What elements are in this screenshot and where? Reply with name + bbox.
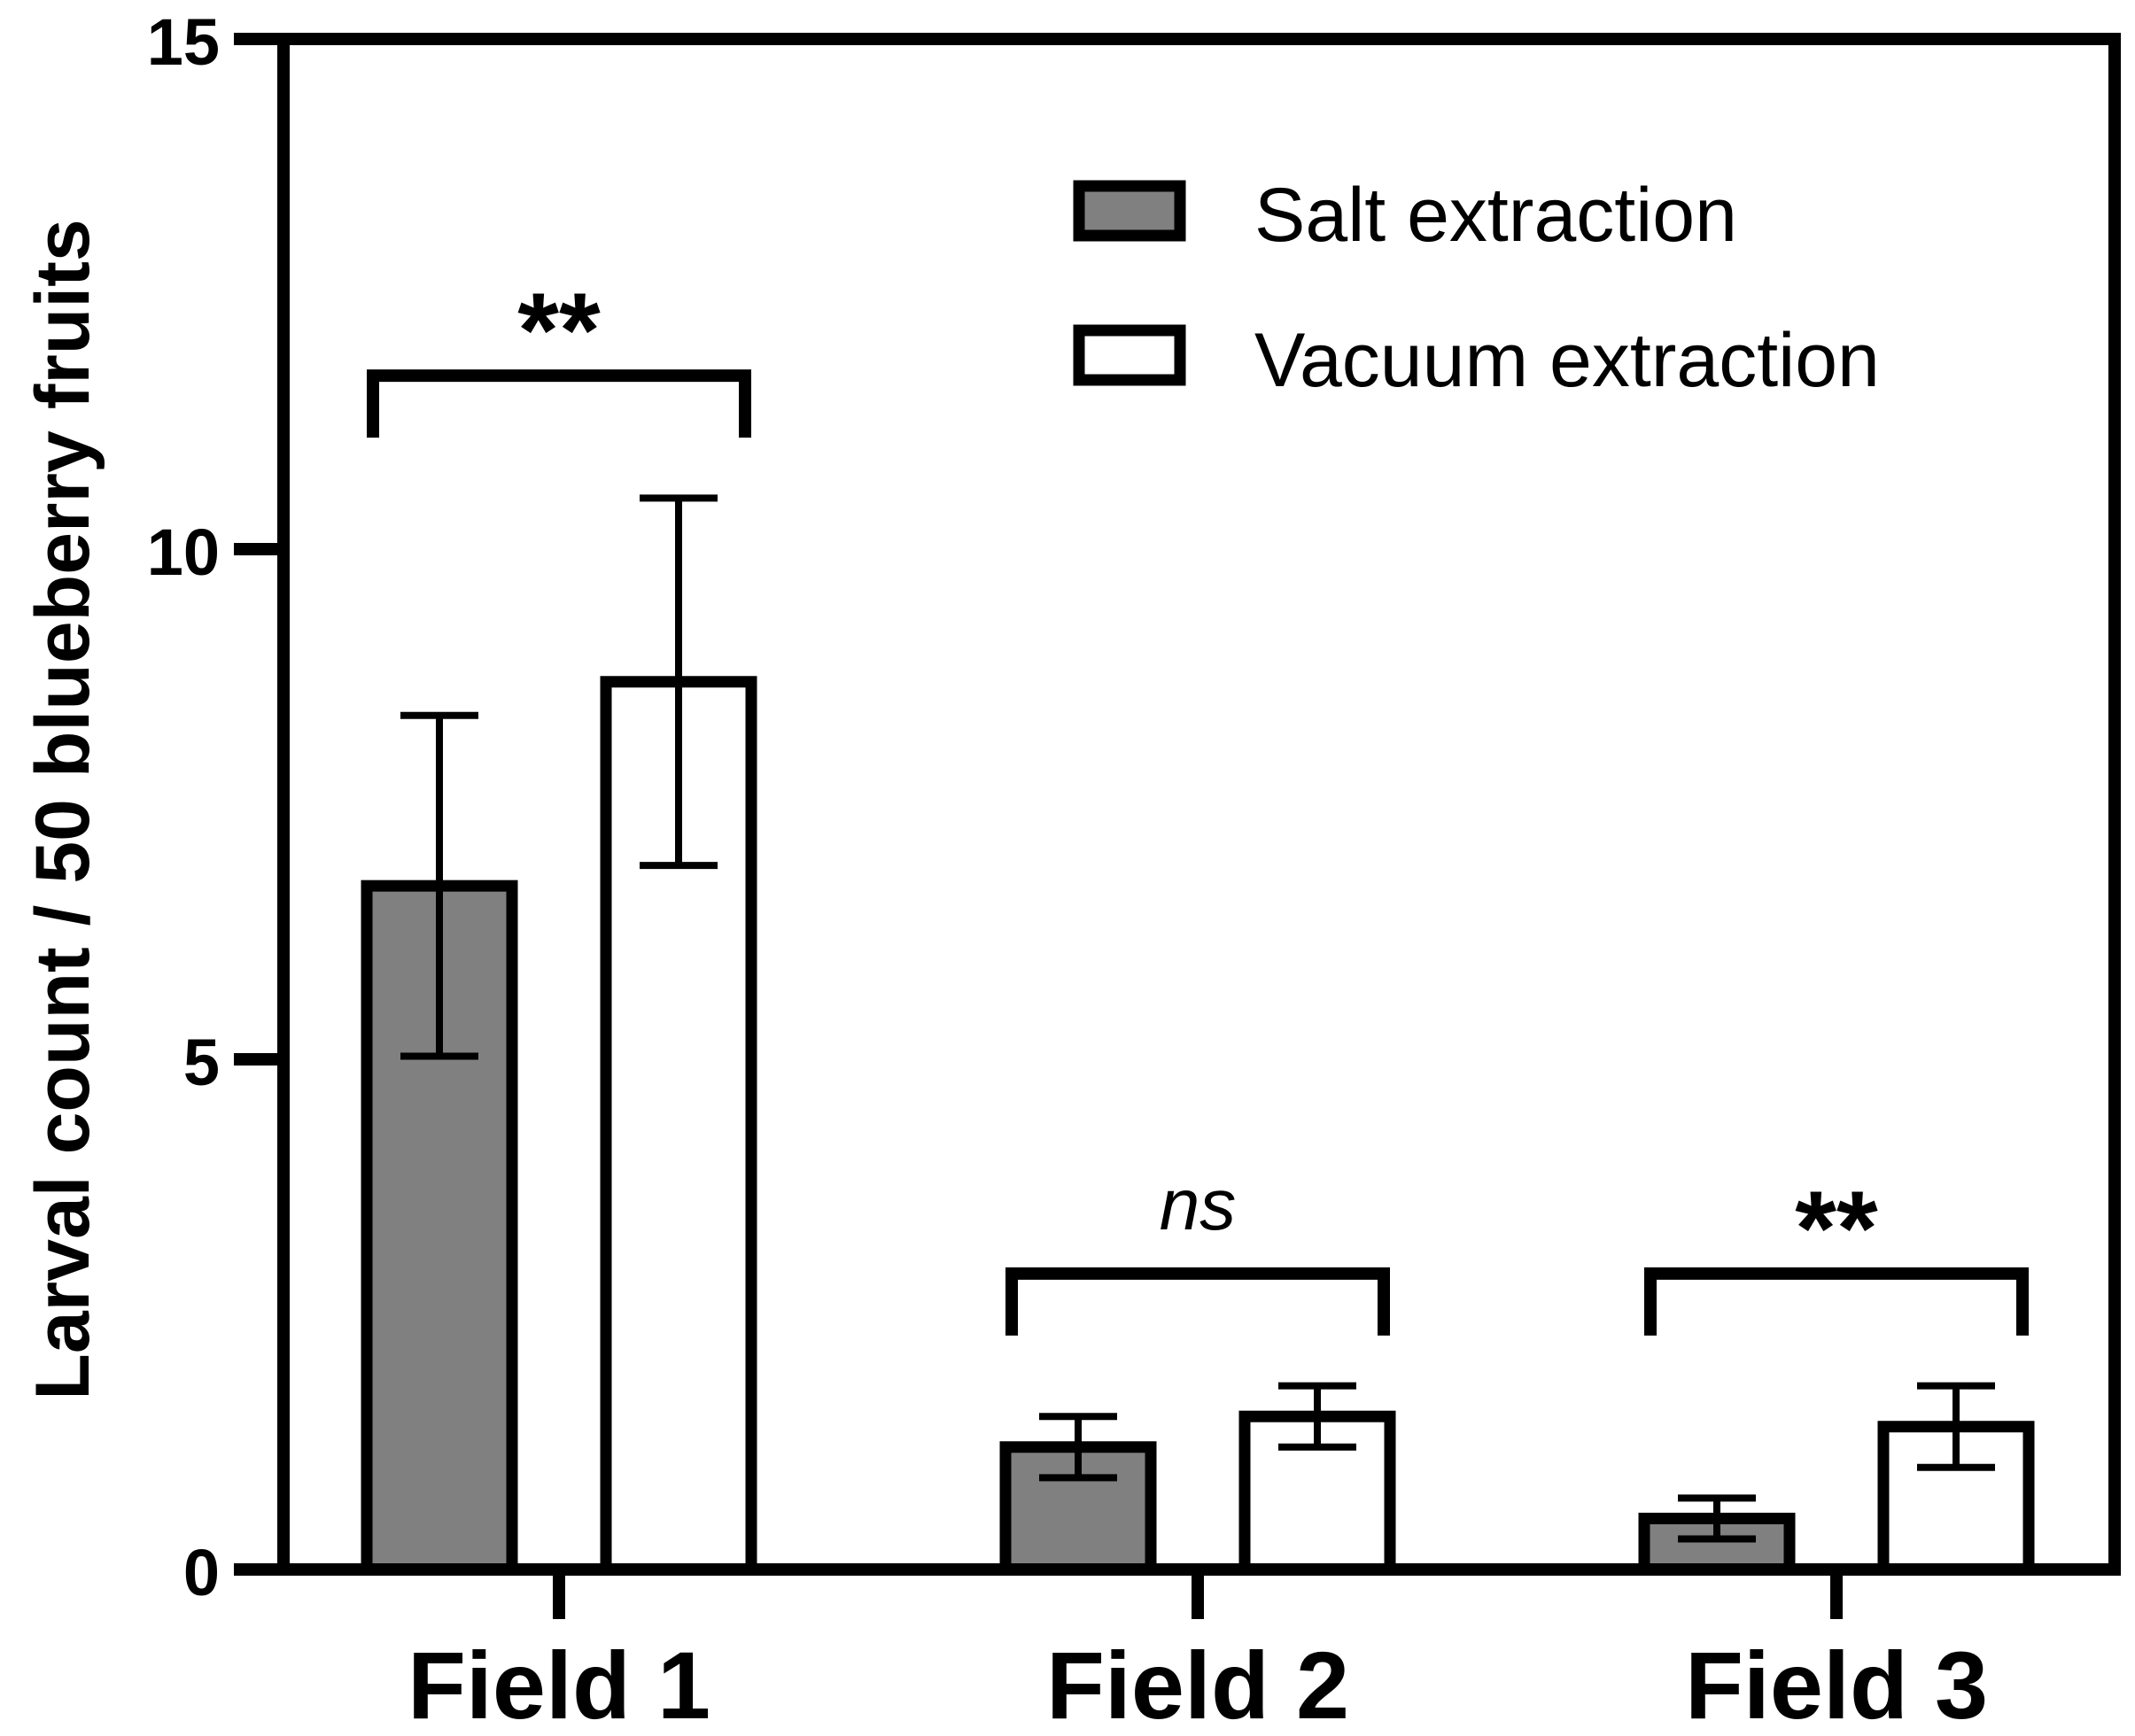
bars-layer bbox=[361, 676, 2035, 1576]
significance-bracket-3: ** bbox=[1644, 1169, 2029, 1336]
y-tick-label: 15 bbox=[147, 5, 220, 79]
x-tick-label: Field 1 bbox=[408, 1631, 710, 1736]
y-tick-label: 5 bbox=[183, 1026, 220, 1099]
significance-label: ns bbox=[1160, 1165, 1237, 1245]
y-tick-label: 10 bbox=[147, 515, 220, 589]
bracket-line bbox=[1005, 1267, 1390, 1336]
plot-frame bbox=[277, 33, 2121, 1576]
error-bar-salt-2 bbox=[1039, 1413, 1117, 1482]
bracket-line bbox=[1644, 1267, 2029, 1336]
error-bars-layer bbox=[400, 494, 1995, 1543]
significance-bracket-1: ** bbox=[367, 271, 751, 438]
y-axis: 0 5 10 15 bbox=[147, 5, 283, 1609]
bar-vacuum-1 bbox=[600, 676, 757, 1576]
x-axis: Field 1 Field 2 Field 3 bbox=[408, 1569, 1988, 1736]
y-tick-label: 0 bbox=[183, 1536, 220, 1609]
x-tick-label: Field 2 bbox=[1046, 1631, 1349, 1736]
error-bar-salt-1 bbox=[400, 711, 478, 1060]
x-tick-label: Field 3 bbox=[1685, 1631, 1988, 1736]
error-bar-vacuum-1 bbox=[640, 494, 718, 870]
legend-swatch-vacuum bbox=[1073, 324, 1186, 386]
error-bar-salt-3 bbox=[1678, 1494, 1756, 1543]
significance-label: ** bbox=[1795, 1169, 1878, 1288]
significance-bracket-2: ns bbox=[1005, 1165, 1390, 1336]
legend: Salt extraction Vacuum extraction bbox=[1073, 173, 1880, 403]
y-axis-label: Larval count / 50 blueberry fruits bbox=[20, 219, 105, 1399]
legend-label-vacuum: Vacuum extraction bbox=[1254, 318, 1880, 403]
significance-layer: ** ns ** bbox=[367, 271, 2029, 1336]
legend-label-salt: Salt extraction bbox=[1254, 173, 1737, 258]
significance-label: ** bbox=[517, 271, 601, 390]
legend-swatch-salt bbox=[1073, 180, 1186, 242]
error-bar-vacuum-3 bbox=[1917, 1382, 1995, 1471]
bracket-line bbox=[367, 369, 751, 438]
error-bar-vacuum-2 bbox=[1278, 1382, 1356, 1451]
